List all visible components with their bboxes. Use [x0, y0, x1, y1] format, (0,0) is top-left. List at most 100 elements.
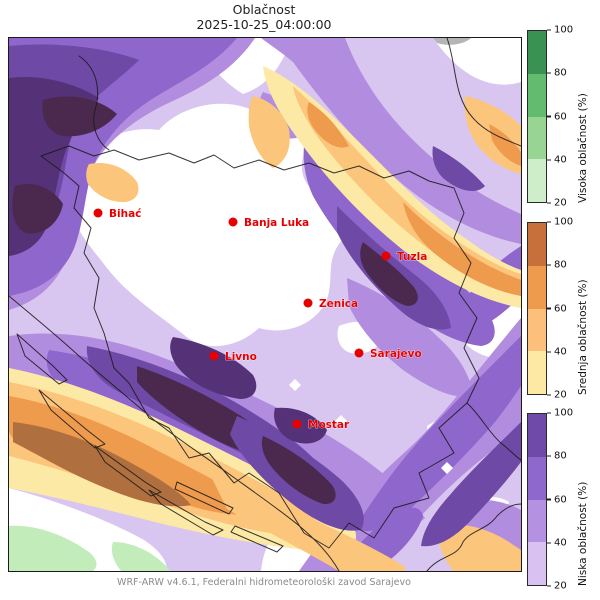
tick-mark — [547, 72, 551, 74]
colorbar-tick: 100 — [547, 25, 573, 36]
colorbar-low-axis-label: Niska oblačnost (%) — [577, 481, 589, 586]
colorbar-segment — [528, 542, 546, 585]
tick-mark — [547, 455, 551, 457]
colorbar-tick: 80 — [547, 260, 567, 271]
colorbar-low-bar — [527, 413, 547, 586]
tick-mark — [547, 351, 551, 353]
cloud-region-medium — [403, 202, 521, 296]
city-dot — [209, 351, 219, 361]
island-outline — [148, 489, 224, 536]
city-dot — [303, 298, 313, 308]
coastline — [9, 295, 340, 571]
gray-patch — [433, 38, 471, 45]
cloud-region-medium — [9, 396, 261, 515]
tick-label: 20 — [554, 389, 567, 401]
colorbar-medium-clouds: 100 80 60 40 20 Srednja oblačnost (%) — [527, 217, 600, 401]
cloud-region-medium — [307, 102, 349, 148]
tick-label: 40 — [554, 537, 567, 549]
tick-mark — [547, 264, 551, 266]
tick-label: 20 — [554, 197, 567, 209]
tick-mark — [547, 542, 551, 544]
city-label: Zenica — [319, 298, 358, 310]
tick-label: 60 — [554, 303, 567, 314]
colorbar-medium-bar — [527, 222, 547, 395]
colorbar-segment — [528, 308, 546, 352]
colorbar-tick: 40 — [547, 537, 567, 548]
cloud-region-medium — [489, 124, 521, 166]
island-outline — [174, 481, 234, 515]
colorbar-tick: 80 — [547, 451, 567, 462]
cloud-core — [360, 242, 418, 306]
tick-label: 60 — [554, 111, 567, 122]
cloud-core — [42, 96, 117, 137]
colorbar-tick: 100 — [547, 408, 573, 419]
colorbar-segment — [528, 414, 546, 457]
colorbar-tick: 40 — [547, 346, 567, 357]
cloud-region-high — [9, 525, 97, 571]
city-dot — [93, 208, 103, 218]
sparkle — [441, 462, 453, 474]
city-bihac: Bihać — [93, 208, 142, 220]
colorbar-tick: 20 — [547, 198, 567, 209]
tick-label: 100 — [554, 407, 574, 419]
tick-mark — [547, 412, 551, 414]
island-outline — [230, 525, 284, 553]
city-dot — [381, 251, 391, 261]
colorbar-segment — [528, 456, 546, 500]
map-canvas: Bihać Banja Luka Tuzla Zenica Livno Sara… — [8, 37, 522, 572]
coastline-se — [426, 503, 521, 571]
tick-mark — [547, 307, 551, 310]
tick-mark — [547, 394, 551, 396]
tick-label: 20 — [554, 580, 567, 592]
colorbar-tick: 20 — [547, 581, 567, 592]
city-label: Sarajevo — [370, 348, 422, 360]
colorbar-segment — [528, 159, 546, 202]
sparkle — [289, 379, 301, 391]
cloud-region-medium-core — [13, 422, 191, 507]
colorbar-segment — [528, 116, 546, 160]
city-livno: Livno — [209, 351, 257, 363]
colorbar-segment — [528, 31, 546, 74]
city-label: Bihać — [109, 208, 141, 220]
colorbar-high-bar — [527, 30, 547, 203]
cloud-region-medium — [436, 524, 521, 571]
clear-region-ne-corner — [433, 38, 521, 85]
cloud-core — [421, 422, 521, 547]
city-label: Tuzla — [397, 251, 427, 263]
sparkle — [335, 415, 347, 427]
city-dot — [354, 348, 364, 358]
colorbar-segment — [528, 265, 546, 309]
tick-mark — [547, 498, 551, 501]
tick-mark — [547, 159, 551, 161]
colorbar-low-clouds: 100 80 60 40 20 Niska oblačnost (%) — [527, 408, 600, 592]
colorbar-high-ticks: 100 80 60 40 20 — [547, 25, 587, 209]
colorbar-tick: 40 — [547, 154, 567, 165]
colorbar-high-axis-label: Visoka oblačnost (%) — [577, 93, 589, 203]
country-border-nw — [78, 55, 110, 151]
colorbar-segment — [528, 223, 546, 266]
city-sarajevo: Sarajevo — [354, 348, 422, 360]
cloud-core — [432, 146, 485, 192]
cloud-region-medium — [248, 96, 290, 168]
country-border-bih — [40, 145, 480, 549]
tick-label: 80 — [554, 67, 567, 79]
city-zenica: Zenica — [303, 298, 358, 310]
tick-label: 100 — [554, 24, 574, 36]
colorbar-tick: 60 — [547, 303, 567, 314]
cloud-region-high — [111, 542, 170, 571]
tick-mark — [547, 585, 551, 587]
city-tuzla: Tuzla — [381, 251, 428, 263]
city-dot — [292, 419, 302, 429]
colorbar-segment — [528, 499, 546, 543]
colorbar-medium-axis-label: Srednja oblačnost (%) — [577, 279, 589, 395]
city-label: Banja Luka — [244, 217, 309, 229]
colorbar-tick: 100 — [547, 217, 573, 228]
cloud-region-medium — [86, 162, 139, 203]
tick-mark — [547, 202, 551, 204]
footer-credit: WRF-ARW v4.6.1, Federalni hidrometeorolo… — [117, 577, 411, 588]
tick-mark — [547, 221, 551, 223]
title-block: Oblačnost 2025-10-25_04:00:00 — [8, 2, 520, 32]
cloud-core — [261, 436, 336, 505]
colorbar-low-ticks: 100 80 60 40 20 — [547, 408, 587, 592]
